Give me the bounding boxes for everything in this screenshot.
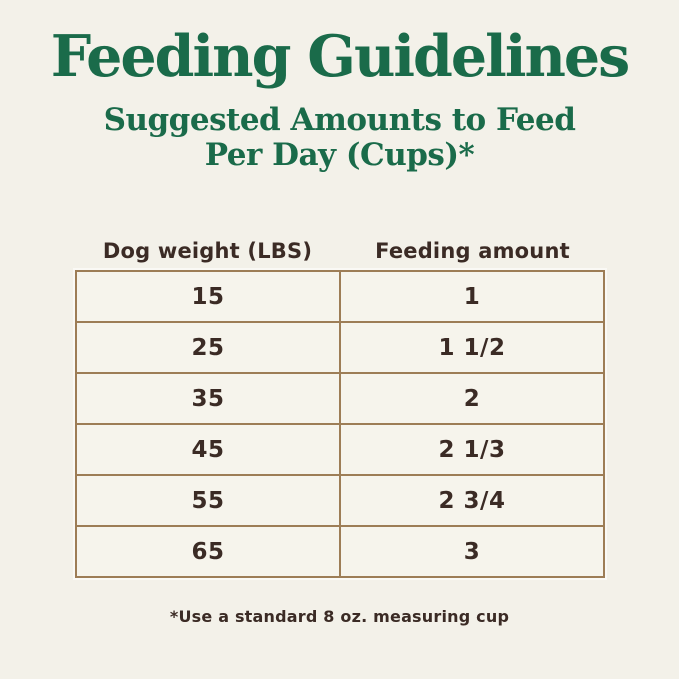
dog-weight-cell: 45 <box>75 423 341 476</box>
measuring-cup-footnote: *Use a standard 8 oz. measuring cup <box>169 607 510 626</box>
feeding-amount-cell: 3 <box>339 525 605 578</box>
table-row: 55 2 3/4 <box>75 474 605 527</box>
table-row: 65 3 <box>75 525 605 578</box>
subtitle-line-2: Per Day (Cups)* <box>204 137 475 173</box>
column-header-feeding-amount: Feeding amount <box>375 239 570 263</box>
dog-weight-cell: 15 <box>75 270 341 323</box>
feeding-table-body: 15 1 25 1 1/2 35 2 45 2 1/3 55 2 3/4 65 3 <box>75 270 605 578</box>
feeding-amount-cell: 2 1/3 <box>339 423 605 476</box>
feeding-amount-cell: 2 3/4 <box>339 474 605 527</box>
table-row: 35 2 <box>75 372 605 425</box>
feeding-amount-cell: 1 <box>339 270 605 323</box>
table-row: 15 1 <box>75 270 605 323</box>
page-subtitle: Suggested Amounts to Feed Per Day (Cups)… <box>0 103 679 173</box>
table-row: 45 2 1/3 <box>75 423 605 476</box>
feeding-table: 15 1 25 1 1/2 35 2 45 2 1/3 55 2 3/4 65 3 <box>75 270 605 578</box>
dog-weight-cell: 65 <box>75 525 341 578</box>
dog-weight-cell: 25 <box>75 321 341 374</box>
table-column-headers: Dog weight (LBS) Feeding amount <box>75 236 605 266</box>
feeding-amount-cell: 2 <box>339 372 605 425</box>
dog-weight-cell: 35 <box>75 372 341 425</box>
dog-weight-cell: 55 <box>75 474 341 527</box>
table-row: 25 1 1/2 <box>75 321 605 374</box>
column-header-dog-weight: Dog weight (LBS) <box>102 239 313 263</box>
page-title: Feeding Guidelines <box>50 23 631 90</box>
feeding-amount-cell: 1 1/2 <box>339 321 605 374</box>
subtitle-line-1: Suggested Amounts to Feed <box>103 102 576 138</box>
